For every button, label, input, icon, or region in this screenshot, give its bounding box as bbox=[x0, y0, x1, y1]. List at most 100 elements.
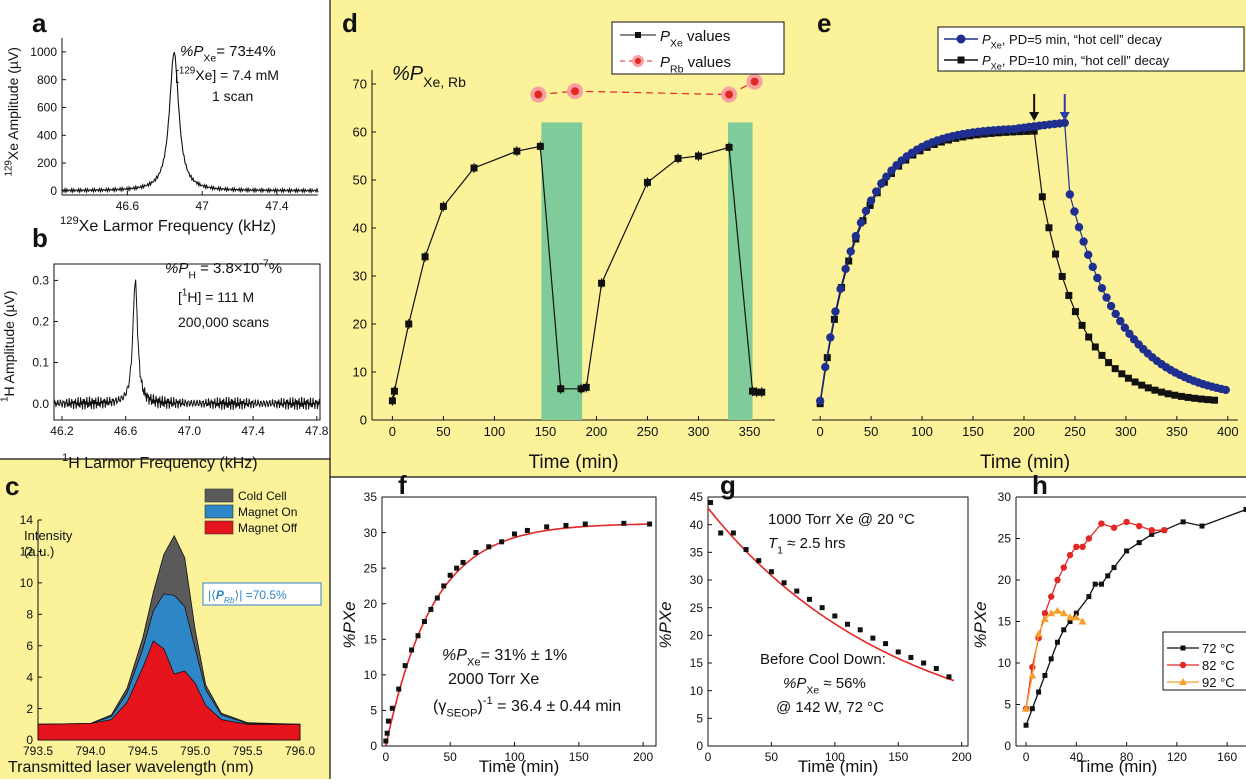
panel-e-xtick-label: 350 bbox=[1166, 424, 1188, 439]
panel-a-ytick-label: 600 bbox=[37, 101, 57, 115]
panel-h-legend-label: 92 °C bbox=[1202, 675, 1235, 690]
panel-b-annotation: %PH = 3.8×10-7% bbox=[165, 257, 282, 281]
panel-d-ytick-label: 20 bbox=[353, 317, 367, 332]
panel-g-point bbox=[769, 569, 774, 574]
panel-g-point bbox=[807, 597, 812, 602]
panel-h-point bbox=[1049, 656, 1054, 661]
panel-a-xtick-label: 47.4 bbox=[265, 199, 289, 213]
panel-e-point-pd5 bbox=[821, 363, 829, 371]
panel-f-point bbox=[499, 539, 504, 544]
panel-h-point bbox=[1036, 690, 1041, 695]
panel-h-point bbox=[1136, 523, 1142, 529]
panel-e-point-pd5 bbox=[1098, 284, 1106, 292]
panel-e-point-pd10 bbox=[1191, 395, 1198, 402]
panel-h-point bbox=[1137, 540, 1142, 545]
panel-f-annotation: (γSEOP)-1 = 36.4 ± 0.44 min bbox=[433, 695, 621, 720]
panel-e-point-pd10 bbox=[1085, 334, 1092, 341]
panel-d-point-pxe bbox=[513, 148, 520, 155]
panel-d-point-pxe bbox=[675, 155, 682, 162]
panel-c-ytick-label: 10 bbox=[20, 576, 34, 590]
panel-h-point bbox=[1061, 564, 1067, 570]
panel-d-xtick-label: 100 bbox=[484, 424, 506, 439]
panel-h-ytick-label: 0 bbox=[1004, 739, 1011, 753]
panel-d-legend-marker bbox=[635, 32, 641, 38]
panel-d-point-pxe bbox=[583, 384, 590, 391]
panel-b-xtick-label: 47.0 bbox=[178, 424, 202, 438]
panel-e-point-pd5 bbox=[847, 247, 855, 255]
panel-d-point-prb bbox=[725, 91, 733, 99]
panel-g-xtick-label: 0 bbox=[705, 750, 712, 764]
panel-h-point bbox=[1055, 640, 1060, 645]
panel-e-point-pd5 bbox=[1102, 293, 1110, 301]
panel-e-point-pd5 bbox=[1075, 223, 1083, 231]
panel-h-point bbox=[1161, 527, 1167, 533]
panel-g-annotation: Before Cool Down: bbox=[760, 651, 886, 668]
panel-f-xlabel: Time (min) bbox=[479, 757, 560, 776]
panel-h-xtick-label: 0 bbox=[1023, 750, 1030, 764]
panel-e-point-pd10 bbox=[1138, 382, 1145, 389]
panel-h-ytick-label: 25 bbox=[998, 532, 1012, 546]
panel-d-ytick-label: 10 bbox=[353, 365, 367, 380]
panel-b-ylabel: 1H Amplitude (µV) bbox=[0, 290, 17, 402]
panel-e-point-pd5 bbox=[816, 397, 824, 405]
panel-e-point-pd5 bbox=[1079, 237, 1087, 245]
panel-e-point-pd10 bbox=[1065, 292, 1072, 299]
panel-a-annotation: 1 scan bbox=[212, 88, 253, 104]
panel-e-point-pd5 bbox=[1222, 386, 1230, 394]
panel-e-point-pd10 bbox=[1211, 397, 1218, 404]
panel-a-ytick-label: 200 bbox=[37, 156, 57, 170]
panel-g-ytick-label: 5 bbox=[696, 712, 703, 726]
panel-e-point-pd10 bbox=[1125, 375, 1132, 382]
panel-c-xtick-label: 794.5 bbox=[128, 744, 158, 758]
panel-e-point-pd10 bbox=[1112, 365, 1119, 372]
panel-d-point-pxe bbox=[598, 280, 605, 287]
panel-d-band bbox=[728, 122, 752, 420]
panel-e-point-pd10 bbox=[1118, 370, 1125, 377]
panel-e-point-pd10 bbox=[1158, 389, 1165, 396]
panel-h-xtick-label: 160 bbox=[1217, 750, 1237, 764]
panel-c-ytick-label: 4 bbox=[26, 670, 33, 684]
panel-h-point bbox=[1124, 548, 1129, 553]
panel-e-point-pd5 bbox=[852, 232, 860, 240]
panel-letter-f: f bbox=[398, 470, 407, 500]
panel-g-point bbox=[820, 605, 825, 610]
panel-f-point bbox=[544, 524, 549, 529]
panel-g-xtick-label: 200 bbox=[952, 750, 972, 764]
panel-f-point bbox=[454, 566, 459, 571]
panel-e-xtick-label: 250 bbox=[1064, 424, 1086, 439]
panel-d-point-pxe bbox=[389, 397, 396, 404]
panel-g-point bbox=[744, 547, 749, 552]
panel-e-xlabel: Time (min) bbox=[980, 452, 1070, 473]
panel-d-xtick-label: 250 bbox=[637, 424, 659, 439]
panel-e-point-pd5 bbox=[836, 285, 844, 293]
panel-f-point bbox=[441, 583, 446, 588]
panel-d-legend-marker bbox=[635, 58, 641, 64]
panel-d-ytick-label: 60 bbox=[353, 125, 367, 140]
panel-f-annotation: %PXe= 31% ± 1% bbox=[442, 647, 567, 669]
panel-a-ytick-label: 1000 bbox=[30, 45, 57, 59]
panel-c-ylabel: Intensity bbox=[24, 528, 73, 543]
panel-e-point-pd5 bbox=[831, 307, 839, 315]
panel-e-xtick-label: 300 bbox=[1115, 424, 1137, 439]
panel-b-xtick-label: 47.8 bbox=[305, 424, 329, 438]
panel-c-ylabel: (a.u.) bbox=[24, 544, 54, 559]
panel-g-annotation: T1 ≈ 2.5 hrs bbox=[768, 535, 845, 556]
panel-g-annotation: 1000 Torr Xe @ 20 °C bbox=[768, 511, 915, 528]
panel-a-ylabel: 129Xe Amplitude (µV) bbox=[4, 47, 21, 176]
panel-f-point bbox=[473, 550, 478, 555]
panel-f-point bbox=[396, 687, 401, 692]
panel-a-xtick-label: 47 bbox=[195, 199, 209, 213]
panel-g-point bbox=[934, 666, 939, 671]
panel-f-point bbox=[416, 633, 421, 638]
panel-a-ytick-label: 0 bbox=[50, 184, 57, 198]
panel-h-point bbox=[1079, 544, 1085, 550]
panel-b-ytick-label: 0.1 bbox=[32, 356, 49, 370]
panel-g-point bbox=[794, 589, 799, 594]
panel-f-ytick-label: 25 bbox=[364, 561, 378, 575]
panel-d-point-prb bbox=[751, 78, 759, 86]
panel-h-point bbox=[1053, 607, 1061, 614]
panel-e-point-pd10 bbox=[1092, 343, 1099, 350]
panel-e-xtick-label: 400 bbox=[1217, 424, 1239, 439]
panel-d-point-pxe bbox=[644, 179, 651, 186]
